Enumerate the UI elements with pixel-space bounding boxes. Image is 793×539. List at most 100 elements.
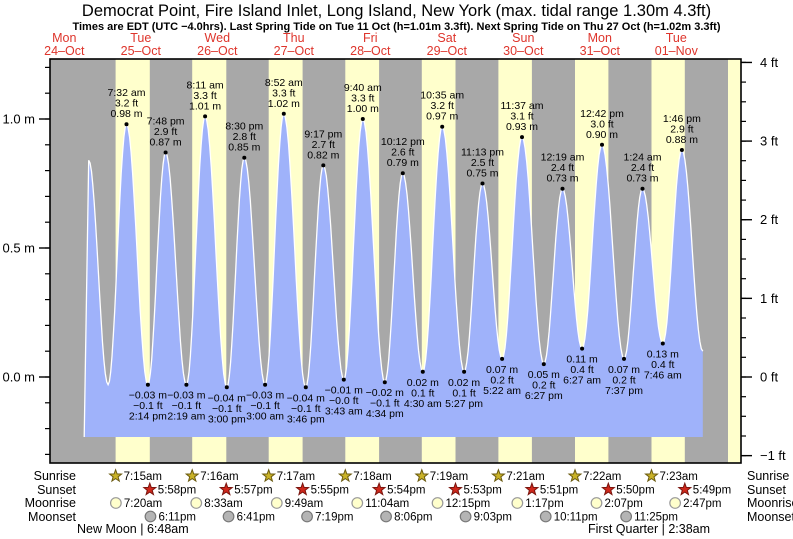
sunrise-star-icon xyxy=(337,468,353,483)
high-tide-annotation: 7:48 pm 2.9 ft 0.87 m xyxy=(147,116,185,149)
low-tide-annotation: 0.05 m 0.2 ft 6:27 pm xyxy=(525,369,563,402)
sunset-star-icon xyxy=(218,481,234,496)
moonset-icon xyxy=(539,510,552,523)
low-tide-annotation: 0.11 m 0.4 ft 6:27 am xyxy=(563,354,601,387)
moonset-time-label: 10:11pm xyxy=(554,512,598,524)
date-label: Thu 27–Oct xyxy=(274,31,315,58)
moonset-icon xyxy=(222,510,235,523)
high-tide-annotation: 8:30 pm 2.8 ft 0.85 m xyxy=(225,121,263,154)
high-tide-annotation: 7:32 am 3.2 ft 0.98 m xyxy=(108,87,146,120)
sunset-star-icon xyxy=(448,481,463,496)
moonset-time-label: 7:19pm xyxy=(315,512,353,524)
tide-dot xyxy=(321,163,326,168)
moonrise-time-label: 2:07pm xyxy=(605,498,643,510)
sunset-row-label-left: Sunset xyxy=(37,482,76,497)
date-label: Sat 29–Oct xyxy=(427,31,468,58)
right-axis-tick-label: 0 ft xyxy=(760,370,778,385)
high-tide-annotation: 10:12 pm 2.6 ft 0.79 m xyxy=(381,136,425,169)
sunrise-star-icon xyxy=(567,468,583,483)
moonset-icon xyxy=(301,510,313,523)
plot-border xyxy=(49,58,742,464)
tide-dot xyxy=(124,122,129,127)
sunrise-row-label-right: Sunrise xyxy=(747,469,790,483)
sunrise-time-label: 7:23am xyxy=(660,471,698,483)
moonrise-row-label-right: Moonrise xyxy=(747,496,793,510)
moonrise-time-label: 12:15pm xyxy=(446,498,491,510)
moonset-icon xyxy=(620,510,633,523)
page-title: Democrat Point, Fire Island Inlet, Long … xyxy=(81,2,712,20)
date-label: Fri 28–Oct xyxy=(350,31,391,58)
tide-area xyxy=(84,113,703,438)
low-tide-annotation: 0.02 m 0.1 ft 5:27 pm xyxy=(445,377,483,410)
tide-dot xyxy=(184,382,189,387)
sunrise-time-label: 7:15am xyxy=(124,471,162,483)
tide-dot xyxy=(224,385,229,390)
day-band xyxy=(728,59,741,463)
low-tide-annotation: −0.03 m −0.1 ft 2:14 pm xyxy=(129,390,167,423)
low-tide-annotation: 0.02 m 0.1 ft 4:30 am xyxy=(404,377,442,410)
date-label: Tue 01–Nov xyxy=(655,31,699,58)
tide-curve-outline xyxy=(83,112,704,438)
sunrise-time-label: 7:16am xyxy=(200,471,238,483)
moonset-time-label: 9:03pm xyxy=(474,512,512,524)
moonset-row-label-right: Moonset xyxy=(747,509,793,524)
moonrise-time-label: 1:17pm xyxy=(525,498,563,510)
sunset-star-icon xyxy=(371,481,387,496)
left-axis-tick-label: 0.5 m xyxy=(2,241,35,256)
moonset-icon xyxy=(380,510,392,523)
sunrise-time-label: 7:21am xyxy=(506,471,544,483)
tide-dot xyxy=(341,377,346,382)
first-quarter-note: First Quarter | 2:38am xyxy=(588,522,711,536)
sunrise-time-label: 7:19am xyxy=(430,471,468,483)
sunrise-star-icon xyxy=(490,468,506,483)
tide-dot xyxy=(360,117,365,121)
left-axis-tick-label: 0.0 m xyxy=(2,370,35,385)
right-axis-tick-label: 3 ft xyxy=(760,134,778,149)
tide-dot xyxy=(203,114,208,119)
sunrise-star-icon xyxy=(644,468,659,483)
moonrise-icon xyxy=(590,497,603,509)
moonrise-icon xyxy=(669,497,682,509)
tide-dot xyxy=(145,382,150,387)
moonrise-time-label: 7:20am xyxy=(124,498,162,510)
low-tide-annotation: 0.07 m 0.2 ft 5:22 am xyxy=(483,364,521,397)
page-subtitle: Times are EDT (UTC −4.0hrs). Last Spring… xyxy=(72,21,721,33)
high-tide-annotation: 8:11 am 3.3 ft 1.01 m xyxy=(187,79,224,112)
tide-dot xyxy=(600,142,604,147)
low-tide-annotation: 0.07 m 0.2 ft 7:37 pm xyxy=(605,364,643,397)
low-tide-annotation: −0.04 m −0.1 ft 3:00 pm xyxy=(208,392,246,425)
date-label: Sun 30–Oct xyxy=(503,31,544,58)
tide-dot xyxy=(541,362,546,367)
moonrise-time-label: 11:04am xyxy=(365,498,409,510)
sunrise-star-icon xyxy=(184,468,200,483)
sunset-star-icon xyxy=(677,481,693,496)
tide-dot xyxy=(242,155,247,160)
moonset-time-label: 8:06pm xyxy=(394,512,432,524)
moonset-row-label-left: Moonset xyxy=(28,509,76,524)
sunrise-star-icon xyxy=(261,468,277,483)
sunset-time-label: 5:58pm xyxy=(158,485,196,497)
moonrise-row-label-left: Moonrise xyxy=(24,496,76,510)
moonrise-time-label: 8:33am xyxy=(204,498,242,510)
moonrise-icon xyxy=(190,497,203,509)
tide-dot xyxy=(580,346,585,351)
low-tide-annotation: −0.02 m −0.1 ft 4:34 pm xyxy=(366,387,404,420)
moonset-time-label: 11:25pm xyxy=(634,512,678,524)
sunset-star-icon xyxy=(601,481,616,496)
sunrise-time-label: 7:18am xyxy=(353,471,391,483)
high-tide-annotation: 1:46 pm 2.9 ft 0.88 m xyxy=(663,113,701,146)
tide-dot xyxy=(303,385,308,390)
sunset-time-label: 5:49pm xyxy=(693,485,731,497)
tide-dot xyxy=(263,382,268,387)
sunset-time-label: 5:51pm xyxy=(540,485,578,497)
high-tide-annotation: 1:24 am 2.4 ft 0.73 m xyxy=(624,152,662,185)
sunset-star-icon xyxy=(295,481,310,496)
tide-dot xyxy=(640,186,645,191)
high-tide-annotation: 10:35 am 3.2 ft 0.97 m xyxy=(420,90,464,123)
tide-dot xyxy=(440,124,445,129)
tide-dot xyxy=(480,181,485,186)
tide-dot xyxy=(400,171,405,176)
tide-dot xyxy=(622,356,626,361)
